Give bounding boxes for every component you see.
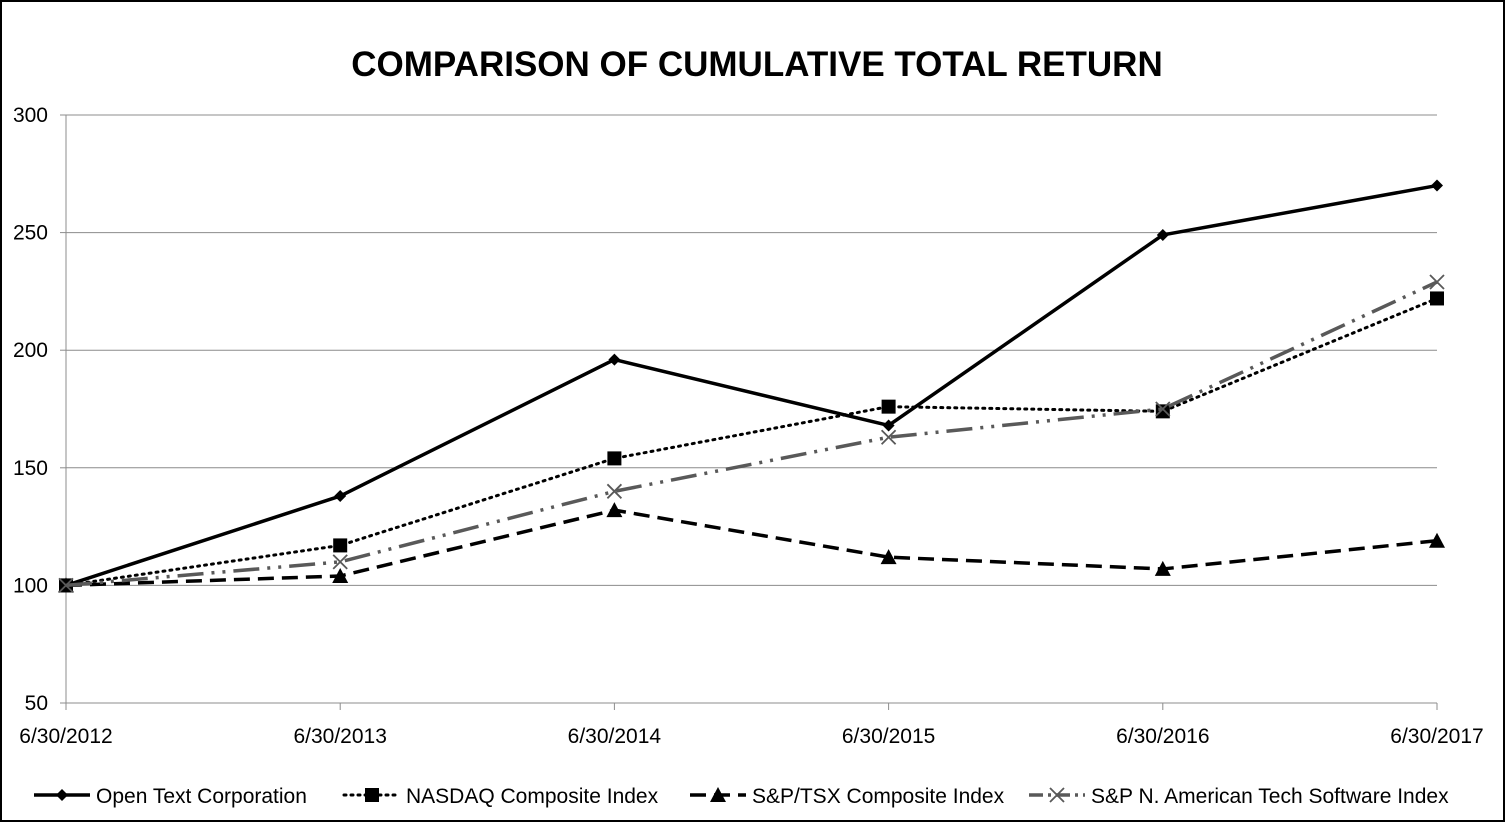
data-point bbox=[606, 483, 623, 499]
series-line bbox=[64, 296, 1439, 587]
legend-entry: NASDAQ Composite Index bbox=[342, 785, 659, 808]
legend-label: S&P N. American Tech Software Index bbox=[1091, 785, 1449, 808]
legend-label: NASDAQ Composite Index bbox=[406, 785, 659, 808]
data-point bbox=[332, 567, 349, 583]
series-line bbox=[65, 280, 1438, 588]
series-3 bbox=[58, 502, 1445, 593]
chart-title: COMPARISON OF CUMULATIVE TOTAL RETURN bbox=[351, 45, 1162, 84]
legend-entry: S&P/TSX Composite Index bbox=[690, 785, 1005, 808]
legend: Open Text Corporation NASDAQ Composite In… bbox=[34, 785, 1449, 808]
data-point bbox=[1155, 404, 1170, 419]
y-tick-label: 50 bbox=[25, 692, 48, 715]
data-point bbox=[334, 490, 347, 503]
y-tick-label: 250 bbox=[13, 222, 48, 245]
data-point bbox=[882, 419, 895, 432]
series-2 bbox=[59, 291, 1444, 593]
legend-swatch-marker bbox=[710, 787, 726, 802]
legend-entry: Open Text Corporation bbox=[34, 785, 307, 808]
data-point bbox=[608, 353, 621, 366]
x-axis-ticks: 6/30/2012 6/30/2013 6/30/2014 6/30/2015 6/30… bbox=[19, 703, 1484, 748]
series-1 bbox=[60, 179, 1443, 592]
data-point bbox=[880, 549, 897, 565]
gridlines bbox=[66, 114, 1437, 704]
legend-label: Open Text Corporation bbox=[96, 785, 307, 808]
data-point bbox=[881, 399, 896, 414]
data-point bbox=[1431, 179, 1443, 192]
x-tick-label: 6/30/2016 bbox=[1116, 725, 1209, 748]
x-tick-label: 6/30/2012 bbox=[19, 725, 112, 748]
data-point bbox=[1155, 401, 1171, 417]
data-point bbox=[880, 429, 897, 445]
data-point bbox=[607, 451, 622, 466]
legend-entry: S&P N. American Tech Software Index bbox=[1029, 785, 1449, 808]
data-point bbox=[333, 538, 348, 553]
x-tick-label: 6/30/2015 bbox=[842, 725, 935, 748]
legend-swatch-marker bbox=[1049, 787, 1065, 803]
axes bbox=[65, 115, 1437, 704]
data-point bbox=[1429, 532, 1445, 548]
y-tick-label: 300 bbox=[13, 104, 48, 127]
legend-label: S&P/TSX Composite Index bbox=[752, 785, 1005, 808]
series-line bbox=[65, 183, 1438, 588]
y-axis-ticks: 50 100 150 200 250 300 bbox=[13, 104, 66, 715]
series-line bbox=[65, 508, 1438, 588]
data-point bbox=[1430, 291, 1444, 306]
y-tick-label: 200 bbox=[13, 339, 48, 362]
y-tick-label: 150 bbox=[13, 457, 48, 480]
data-point bbox=[1429, 274, 1445, 290]
series-layer bbox=[58, 179, 1445, 594]
y-tick-label: 100 bbox=[13, 574, 48, 597]
x-tick-label: 6/30/2017 bbox=[1390, 725, 1483, 748]
data-point bbox=[332, 554, 348, 570]
data-point bbox=[1156, 228, 1169, 241]
legend-swatch-marker bbox=[56, 789, 68, 801]
x-tick-label: 6/30/2013 bbox=[293, 725, 386, 748]
data-point bbox=[58, 577, 74, 594]
series-4 bbox=[58, 274, 1445, 594]
data-point bbox=[606, 502, 623, 518]
x-tick-label: 6/30/2014 bbox=[568, 725, 662, 748]
data-point bbox=[1154, 560, 1171, 576]
legend-swatch-marker bbox=[365, 788, 379, 802]
